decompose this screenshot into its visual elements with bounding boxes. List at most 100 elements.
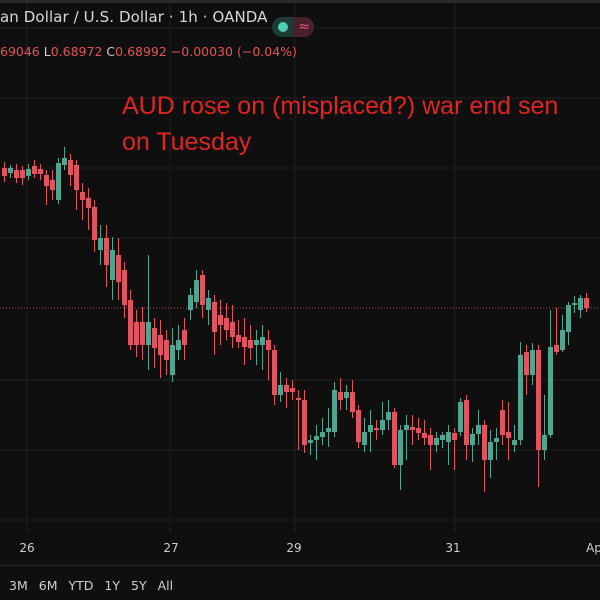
status-pill[interactable]: ≈ (272, 17, 314, 37)
candle-down (14, 170, 19, 178)
candle-up (494, 438, 499, 442)
candle-up (62, 158, 67, 165)
candle-up (320, 432, 325, 437)
change-value: −0.00030 (−0.04%) (170, 44, 297, 59)
candle-up (278, 385, 283, 395)
candle-up (368, 425, 373, 432)
candle-up (194, 280, 199, 302)
candle-down (248, 340, 253, 348)
candle-down (92, 207, 97, 240)
market-open-dot-icon (278, 22, 288, 32)
wave-icon: ≈ (298, 19, 310, 35)
candle-up (362, 432, 367, 445)
time-axis[interactable]: 26 27 29 31 Ap (0, 533, 600, 563)
candle-up (548, 347, 553, 435)
candle-up (254, 340, 259, 345)
candle-down (290, 388, 295, 392)
candle-up (56, 163, 61, 200)
candle-down (200, 275, 205, 305)
candle-down (158, 335, 163, 355)
candle-down (122, 270, 127, 305)
axis-divider (0, 565, 600, 566)
candle-down (116, 255, 121, 282)
candle-down (128, 300, 133, 345)
candle-down (410, 427, 415, 430)
candle-down (32, 166, 37, 174)
candle-down (356, 410, 361, 442)
candle-up (488, 442, 493, 460)
candle-up (566, 305, 571, 332)
range-button-6m[interactable]: 6M (38, 578, 58, 593)
symbol-title[interactable]: an Dollar / U.S. Dollar · 1h · OANDA (0, 8, 268, 26)
range-button-ytd[interactable]: YTD (68, 578, 94, 593)
range-button-all[interactable]: All (157, 578, 174, 593)
candle-down (584, 298, 589, 308)
candle-down (506, 432, 511, 438)
candle-down (482, 425, 487, 460)
candle-down (212, 302, 217, 332)
candle-down (272, 350, 277, 395)
candle-down (152, 328, 157, 348)
candle-up (578, 298, 583, 310)
candle-down (428, 435, 433, 445)
candle-down (230, 322, 235, 337)
candle-up (326, 428, 331, 432)
candle-up (146, 322, 151, 345)
candle-up (542, 435, 547, 450)
range-button-5y[interactable]: 5Y (131, 578, 147, 593)
candle-down (164, 340, 169, 360)
candle-up (440, 435, 445, 440)
ohlc-values: 69046 L0.68972 C0.68992 −0.00030 (−0.04%… (0, 44, 297, 59)
range-button-1y[interactable]: 1Y (104, 578, 120, 593)
candle-up (512, 440, 517, 445)
candle-down (392, 412, 397, 465)
candle-up (434, 438, 439, 445)
top-border (0, 0, 600, 3)
candle-down (338, 392, 343, 400)
candle-up (110, 250, 115, 280)
close-label: C (106, 44, 116, 59)
candle-up (446, 432, 451, 442)
annotation-line-2: on Tuesday (122, 128, 252, 156)
candle-up (206, 298, 211, 310)
candle-up (560, 330, 565, 350)
candle-up (380, 420, 385, 430)
chart-annotation[interactable]: AUD rose on (misplaced?) war end sen on … (122, 88, 558, 160)
range-button-3m[interactable]: 3M (9, 578, 28, 593)
candle-down (224, 318, 229, 330)
candle-down (350, 392, 355, 412)
candle-down (104, 238, 109, 265)
candle-up (8, 168, 13, 173)
candle-down (2, 168, 7, 176)
candle-up (386, 412, 391, 420)
candle-up (170, 345, 175, 375)
candle-up (176, 340, 181, 350)
candle-up (470, 434, 475, 445)
low-value: 0.68972 (50, 44, 103, 59)
x-tick-label: 31 (445, 541, 461, 555)
candle-down (422, 433, 427, 438)
candle-up (398, 430, 403, 465)
candle-up (404, 425, 409, 430)
candle-up (458, 402, 463, 432)
candle-up (98, 238, 103, 250)
candle-down (236, 335, 241, 342)
x-tick-label: 29 (286, 541, 302, 555)
candle-up (188, 295, 193, 310)
candle-up (260, 337, 265, 345)
candle-down (554, 345, 559, 352)
candle-up (344, 392, 349, 398)
candle-down (536, 350, 541, 450)
candle-up (572, 303, 577, 305)
candle-down (374, 428, 379, 430)
candle-down (284, 385, 289, 392)
candle-down (500, 410, 505, 435)
candle-down (140, 322, 145, 345)
candle-down (68, 160, 73, 175)
candle-up (26, 169, 31, 176)
candle-up (476, 425, 481, 434)
candle-up (518, 355, 523, 440)
candle-down (86, 198, 91, 208)
